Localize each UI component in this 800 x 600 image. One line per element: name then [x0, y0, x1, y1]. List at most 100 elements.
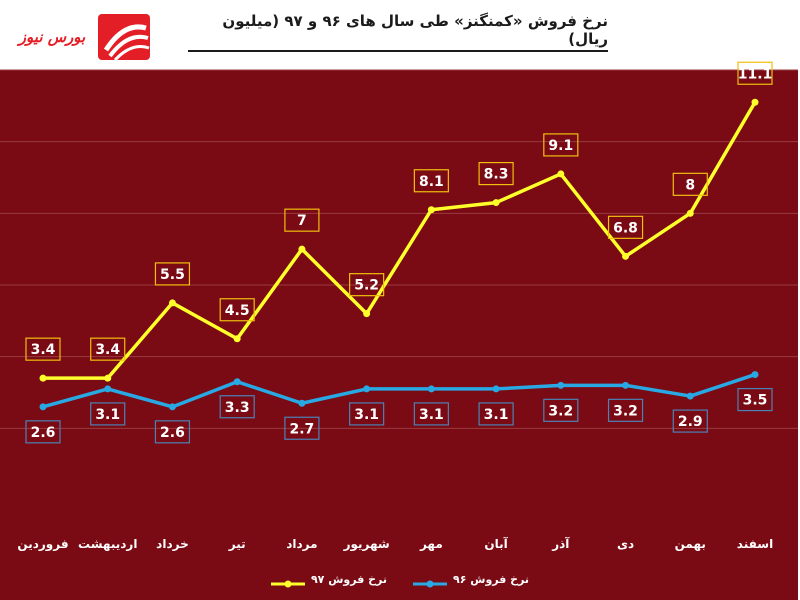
- legend-item-97: نرخ فروش ۹۷: [270, 572, 387, 588]
- x-tick-label: شهریور: [343, 537, 390, 552]
- data-label-1: 5.2: [354, 278, 379, 294]
- data-label-box-1: [607, 215, 644, 239]
- x-tick-label: تیر: [228, 537, 246, 551]
- data-label-box-1: [154, 262, 191, 286]
- x-tick-label: دی: [617, 537, 634, 551]
- data-point-0: [104, 385, 112, 393]
- data-label-box-0: [478, 402, 514, 426]
- data-label-0: 3.2: [613, 403, 638, 419]
- data-label-box-1: [413, 169, 449, 193]
- data-label-box-1: [737, 61, 773, 85]
- data-label-box-1: [672, 172, 708, 196]
- data-point-1: [686, 209, 694, 217]
- data-point-1: [39, 374, 47, 382]
- data-label-box-0: [349, 402, 385, 426]
- data-label-0: 2.6: [31, 425, 56, 441]
- data-point-1: [168, 299, 176, 307]
- data-label-0: 3.5: [743, 393, 768, 409]
- data-label-box-0: [284, 416, 320, 440]
- data-label-box-1: [349, 273, 385, 297]
- legend-label-96: نرخ فروش ۹۶: [453, 572, 530, 586]
- data-label-box-0: [25, 420, 61, 444]
- data-point-0: [39, 403, 47, 411]
- data-label-1: 6.8: [613, 220, 638, 236]
- data-label-0: 3.1: [95, 407, 120, 423]
- data-label-box-1: [25, 337, 61, 361]
- data-point-0: [622, 381, 630, 389]
- data-label-box-0: [413, 402, 449, 426]
- legend-swatch-97: [270, 574, 305, 588]
- data-point-1: [363, 310, 371, 318]
- data-label-box-0: [672, 409, 708, 433]
- data-label-box-1: [543, 133, 579, 157]
- x-tick-label: فروردین: [17, 537, 68, 552]
- data-point-0: [751, 371, 759, 379]
- x-tick-label: خرداد: [156, 537, 189, 551]
- data-point-1: [427, 206, 435, 214]
- series-line-0: [42, 372, 756, 409]
- data-label-0: 3.2: [548, 403, 573, 419]
- data-point-0: [233, 378, 241, 386]
- data-label-1: 5.5: [160, 267, 185, 283]
- logo-text: بورس نیوز: [17, 28, 86, 46]
- x-tick-label: اسفند: [737, 537, 773, 551]
- x-tick-label: اردیبهشت: [78, 537, 137, 551]
- data-label-box-1: [219, 298, 255, 322]
- data-point-1: [298, 245, 306, 253]
- data-label-1: 3.4: [95, 342, 120, 358]
- data-label-0: 2.7: [290, 421, 315, 437]
- series-line-1: [43, 101, 757, 380]
- data-label-1: 8: [685, 177, 695, 193]
- legend-label-97: نرخ فروش ۹۷: [310, 572, 387, 586]
- data-point-0: [686, 392, 694, 400]
- data-label-1: 4.5: [225, 303, 250, 319]
- x-tick-label: مرداد: [286, 537, 317, 551]
- data-label-box-0: [607, 398, 644, 422]
- plot-background: [0, 70, 798, 600]
- x-tick-label: بهمن: [675, 537, 706, 551]
- data-label-1: 11.1: [738, 66, 773, 82]
- data-label-0: 2.6: [160, 425, 185, 441]
- data-label-box-0: [90, 402, 126, 426]
- data-label-0: 3.1: [419, 407, 444, 423]
- data-point-1: [557, 170, 565, 178]
- data-label-1: 9.1: [548, 138, 573, 154]
- legend-swatch-96: [413, 574, 447, 588]
- data-label-0: 2.9: [678, 414, 703, 430]
- legend: نرخ فروش ۹۷ نرخ فروش ۹۶: [0, 568, 800, 590]
- data-label-box-1: [90, 337, 126, 361]
- x-tick-label: آذر: [551, 536, 570, 551]
- data-point-0: [363, 385, 371, 393]
- data-label-box-0: [543, 398, 579, 422]
- data-point-0: [492, 385, 500, 393]
- data-point-0: [427, 385, 435, 393]
- data-label-box-0: [737, 387, 773, 412]
- data-label-0: 3.3: [225, 400, 250, 416]
- data-label-box-1: [284, 208, 320, 232]
- data-label-0: 3.1: [484, 407, 509, 423]
- data-label-box-0: [154, 420, 191, 444]
- logo-mark-icon: [98, 14, 150, 62]
- data-point-0: [168, 403, 176, 411]
- data-label-1: 3.4: [31, 342, 56, 358]
- data-label-box-0: [219, 395, 255, 419]
- data-label-1: 8.1: [419, 174, 444, 190]
- legend-item-96: نرخ فروش ۹۶: [413, 572, 530, 588]
- data-point-0: [298, 399, 306, 407]
- data-point-1: [492, 199, 500, 207]
- data-label-0: 3.1: [354, 407, 379, 423]
- chart-title: نرخ فروش «کمنگنز» طی سال های ۹۶ و ۹۷ (می…: [188, 12, 608, 52]
- logo: بورس نیوز: [17, 14, 150, 62]
- data-point-1: [104, 374, 112, 382]
- data-point-1: [233, 335, 241, 343]
- data-point-0: [557, 381, 565, 389]
- data-point-1: [751, 98, 759, 106]
- data-point-1: [622, 252, 630, 260]
- x-tick-label: آبان: [484, 536, 508, 551]
- data-label-box-1: [478, 161, 514, 186]
- data-label-1: 7: [297, 213, 307, 229]
- x-tick-label: مهر: [419, 537, 443, 551]
- data-label-1: 8.3: [484, 167, 509, 183]
